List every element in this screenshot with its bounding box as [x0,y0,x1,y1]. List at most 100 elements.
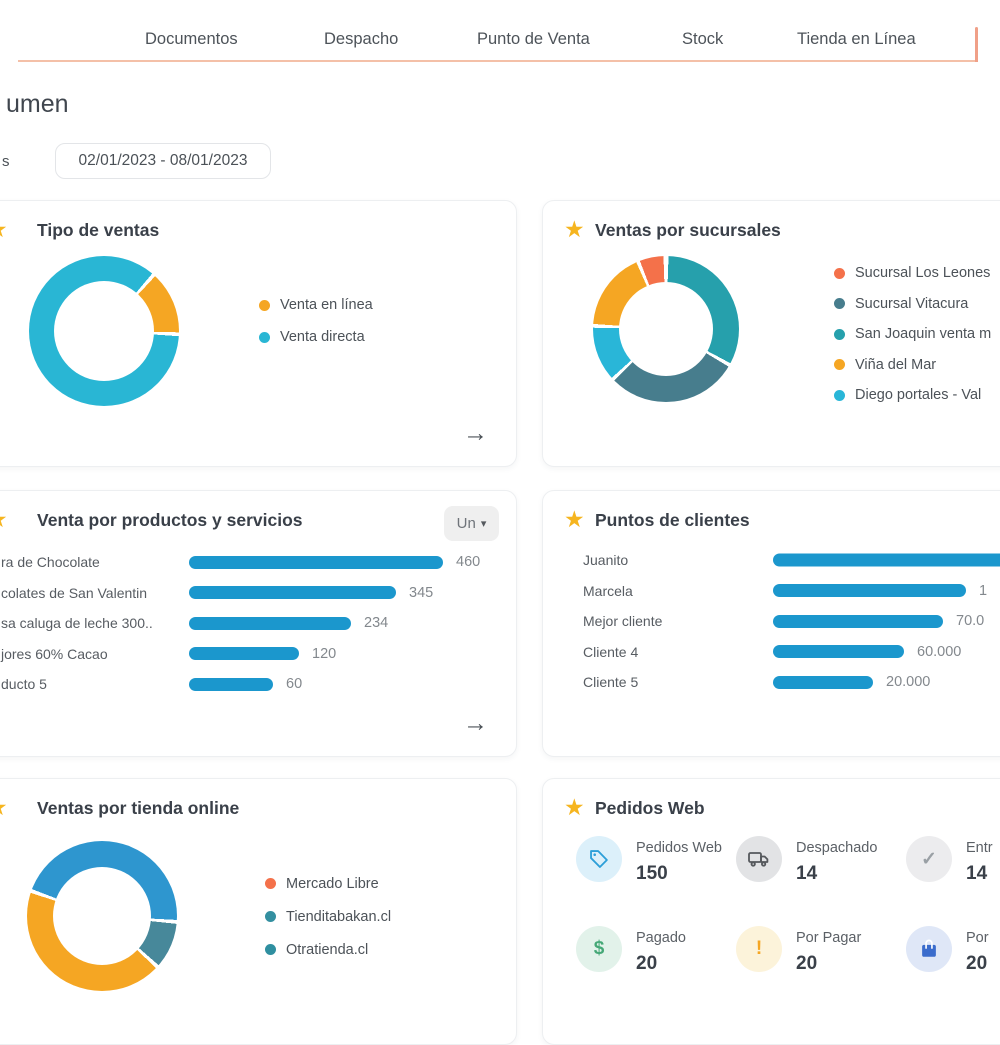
bar-label: Juanito [583,552,629,569]
check-icon: ✓ [906,836,952,882]
bar-value: 460 [456,554,481,571]
legend-label: Venta en línea [280,297,373,313]
card-title-ventas-tienda-online: Ventas por tienda online [37,798,240,818]
stat-value: 20 [796,953,818,974]
legend-item[interactable]: Diego portales - Val [834,380,991,411]
bar [189,647,299,661]
check-glyph: ✓ [921,848,937,870]
tienda-online-donut-chart [27,841,177,991]
legend-label: Venta directa [280,329,365,345]
legend-item[interactable]: Mercado Libre [265,867,391,900]
legend-dot [834,267,845,279]
favorite-star-icon[interactable]: ★ [564,794,585,820]
card-detail-arrow-icon[interactable]: → [463,419,488,447]
legend-item[interactable]: Tienditabakan.cl [265,900,391,933]
legend-label: Viña del Mar [855,356,937,373]
favorite-star-icon[interactable]: ★ [0,217,8,241]
bar-value: 60.000 [917,643,962,660]
card-tipo-de-ventas: ★ Tipo de ventas Venta en línea Venta di… [0,200,517,467]
bar [773,614,943,628]
legend-label: Sucursal Vitacura [855,295,969,312]
legend-item[interactable]: Sucursal Los Leones [834,258,991,289]
bar-value: 120 [312,645,337,662]
sucursales-legend: Sucursal Los Leones Sucursal Vitacura Sa… [834,258,991,411]
stat-por-pagar: ! Por Pagar 20 [736,926,901,1001]
stat-label: Despachado [796,840,878,856]
bar-label: ra de Chocolate [1,554,100,571]
card-pedidos-web: ★ Pedidos Web Pedidos Web 150 Despachado… [542,778,1000,1045]
bar [773,645,904,659]
stat-value: 150 [636,863,668,884]
legend-label: Mercado Libre [286,875,379,892]
bar-label: Mejor cliente [583,613,663,630]
bar-label: colates de San Valentin [1,584,148,601]
unit-selector-value: Un [456,515,476,532]
bar-row: Juanito [543,545,1000,576]
bar-value: 1 [979,582,988,599]
stat-value: 20 [636,953,658,974]
bar-label: Cliente 4 [583,643,639,660]
bar-value: 345 [409,584,434,601]
legend-dot [265,878,276,889]
legend-label: Otratienda.cl [286,941,369,958]
donut-hole [619,282,713,376]
legend-item[interactable]: Sucursal Vitacura [834,289,991,320]
legend-label: Tienditabakan.cl [286,908,392,925]
nav-underline [18,60,977,62]
nav-item-stock[interactable]: Stock [682,30,724,48]
stat-pedidos-web: Pedidos Web 150 [576,836,741,911]
card-ventas-por-sucursales: ★ Ventas por sucursales Sucursal Los Leo… [542,200,1000,467]
bar-row: ducto 5 60 [0,669,516,700]
bar-row: Marcela 1 [543,576,1000,607]
productos-bar-chart: ra de Chocolate 460 colates de San Valen… [0,547,516,700]
nav-item-punto-de-venta[interactable]: Punto de Venta [477,30,590,48]
nav-item-documentos[interactable]: Documentos [145,30,238,48]
bar-label: Cliente 5 [583,674,639,691]
bar-row: sa caluga de leche 300.. 234 [0,608,516,639]
legend-dot [834,298,845,310]
chevron-down-icon: ▾ [480,518,487,530]
legend-dot [265,911,276,922]
card-puntos-de-clientes: ★ Puntos de clientes Juanito Marcela 1 M… [542,490,1000,757]
top-nav: Documentos Despacho Punto de Venta Stock… [0,0,1000,62]
stat-por-entregar: Por 20 [906,926,1000,1001]
stat-entregado: ✓ Entr 14 [906,836,1000,911]
tipo-ventas-legend: Venta en línea Venta directa [259,289,373,353]
date-range-input[interactable]: 02/01/2023 - 08/01/2023 [55,143,271,179]
favorite-star-icon[interactable]: ★ [564,216,585,242]
card-title-venta-por-productos: Venta por productos y servicios [37,510,303,530]
favorite-star-icon[interactable]: ★ [0,795,8,819]
exclamation-icon: ! [736,926,782,972]
bar-label: Marcela [583,582,633,599]
legend-item[interactable]: Otratienda.cl [265,933,391,966]
bar-value: 20.000 [886,674,931,691]
bar [189,555,443,569]
legend-item[interactable]: Venta directa [259,321,373,353]
card-detail-arrow-icon[interactable]: → [463,709,488,737]
bar-row: ra de Chocolate 460 [0,547,516,578]
card-title-tipo-de-ventas: Tipo de ventas [37,220,160,240]
legend-item[interactable]: Venta en línea [259,289,373,321]
page-title: umen [6,90,69,118]
bar-row: jores 60% Cacao 120 [0,639,516,670]
legend-label: Diego portales - Val [855,387,982,404]
legend-item[interactable]: Viña del Mar [834,350,991,381]
bar-row: colates de San Valentin 345 [0,578,516,609]
nav-item-tienda-en-linea[interactable]: Tienda en Línea [797,30,916,48]
favorite-star-icon[interactable]: ★ [564,506,585,532]
nav-item-despacho[interactable]: Despacho [324,30,399,48]
sucursales-donut-chart [593,256,739,402]
truck-icon [736,836,782,882]
legend-label: Sucursal Los Leones [855,265,991,282]
bar [773,553,1000,567]
unit-selector-dropdown[interactable]: Un ▾ [444,506,499,541]
favorite-star-icon[interactable]: ★ [0,507,8,531]
stat-value: 14 [966,863,988,884]
legend-item[interactable]: San Joaquin venta m [834,319,991,350]
bar [189,616,351,630]
date-range-value: 02/01/2023 - 08/01/2023 [78,152,248,169]
stat-value: 14 [796,863,818,884]
legend-dot [834,359,845,371]
bar-value: 70.0 [956,613,985,630]
stat-label: Por [966,930,989,946]
